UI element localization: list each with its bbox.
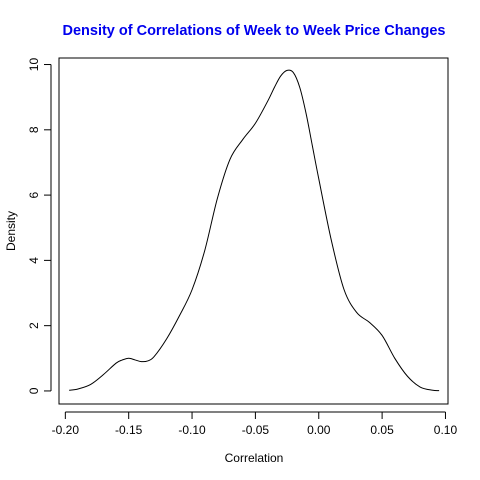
y-tick-label: 6	[27, 191, 41, 198]
x-axis-label: Correlation	[225, 451, 284, 465]
x-tick-label: 0.10	[434, 423, 458, 437]
plot-frame	[58, 57, 449, 405]
x-tick-label: -0.10	[178, 423, 206, 437]
y-axis: 0 2 4 6 8 10	[27, 58, 52, 394]
y-tick-label: 0	[27, 387, 41, 394]
x-tick-label: 0.05	[370, 423, 394, 437]
x-tick-label: -0.15	[115, 423, 143, 437]
y-tick-label: 2	[27, 322, 41, 329]
y-tick-label: 8	[27, 126, 41, 133]
density-lines	[69, 69, 440, 392]
y-tick-label: 4	[27, 257, 41, 264]
x-tick-label: -0.05	[242, 423, 270, 437]
x-tick-label: -0.20	[52, 423, 80, 437]
x-tick-label: 0.00	[307, 423, 331, 437]
chart-title: Density of Correlations of Week to Week …	[62, 23, 445, 39]
density-curve	[69, 69, 440, 392]
y-tick-label: 10	[27, 58, 41, 72]
x-axis: -0.20 -0.15 -0.10 -0.05 0.00 0.05 0.10	[52, 411, 458, 437]
y-axis-label: Density	[4, 211, 18, 251]
